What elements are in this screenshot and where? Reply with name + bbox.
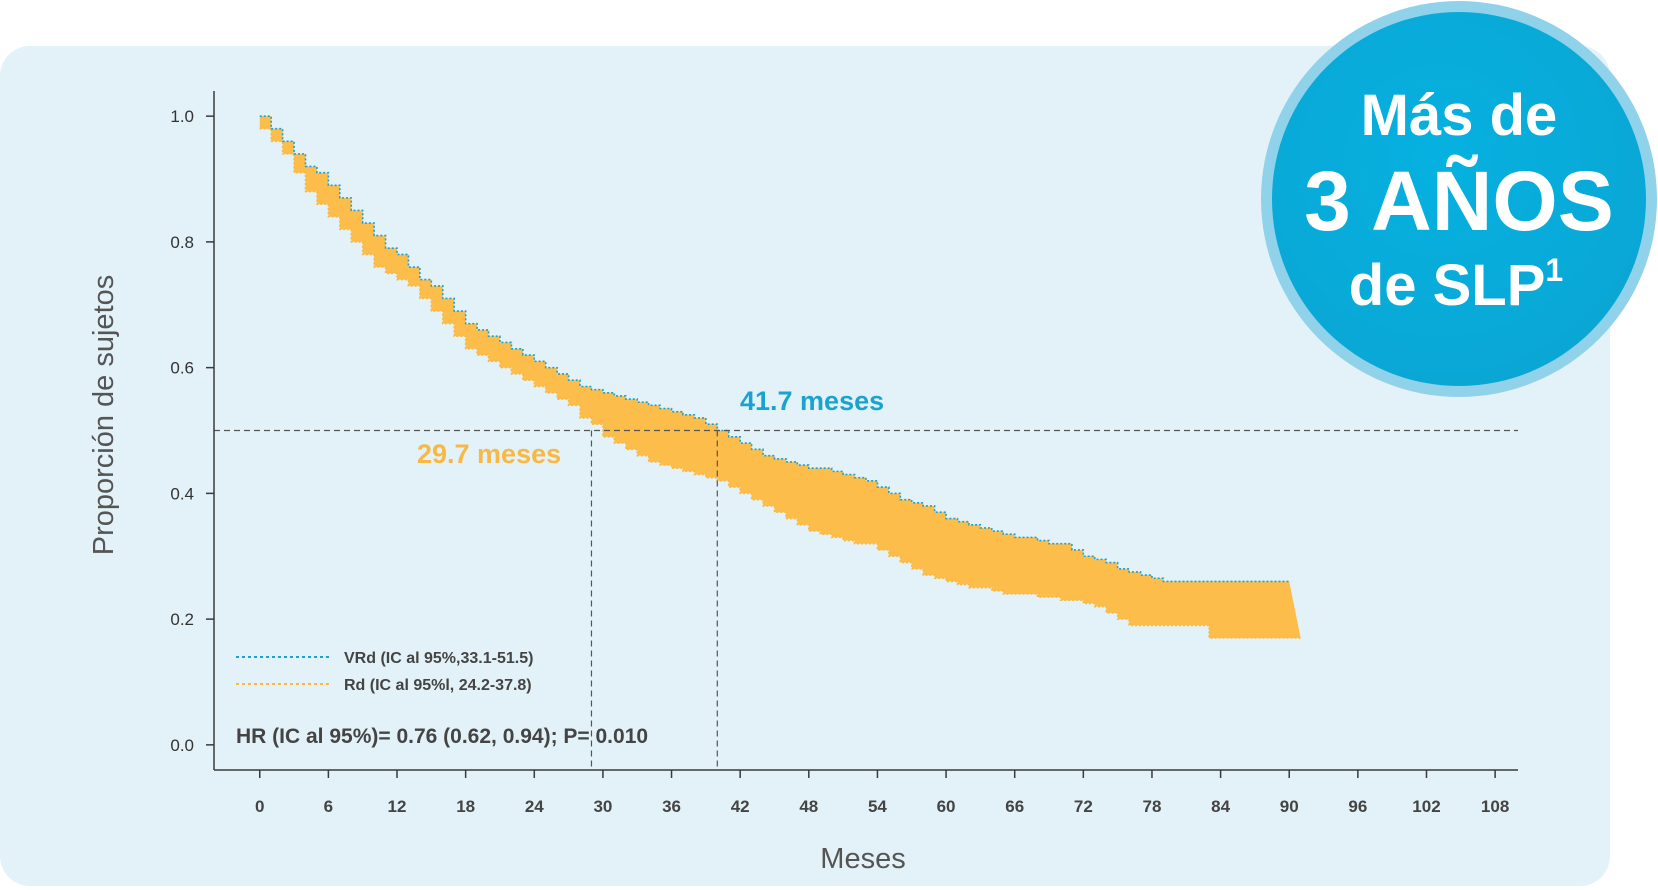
- x-tick-label: 108: [1481, 797, 1509, 816]
- legend: VRd (IC al 95%,33.1-51.5) Rd (IC al 95%l…: [236, 650, 533, 694]
- vrd-survival-curve: [259, 115, 1290, 583]
- x-tick-label: 78: [1143, 797, 1162, 816]
- legend-label-rd: Rd (IC al 95%l, 24.2-37.8): [344, 677, 532, 694]
- x-tick-label: 30: [593, 797, 612, 816]
- x-tick-label: 36: [662, 797, 681, 816]
- x-tick-label: 54: [868, 797, 887, 816]
- x-tick-label: 18: [456, 797, 475, 816]
- x-tick-label: 90: [1280, 797, 1299, 816]
- hazard-ratio-text: HR (IC al 95%)= 0.76 (0.62, 0.94); P= 0.…: [236, 725, 648, 748]
- y-tick-label: 0.2: [170, 610, 194, 629]
- y-axis-ticks: 0.0 0.2 0.4 0.6 0.8 1.0: [170, 107, 214, 755]
- y-tick-label: 0.4: [170, 484, 194, 503]
- x-tick-label: 48: [799, 797, 818, 816]
- pfs-badge: Más de 3 AÑOS de SLP1: [1261, 1, 1657, 397]
- x-tick-label: 60: [937, 797, 956, 816]
- x-tick-label: 84: [1211, 797, 1230, 816]
- x-tick-label: 24: [525, 797, 544, 816]
- x-axis-title: Meses: [820, 843, 905, 875]
- rd-median-label: 29.7 meses: [417, 439, 561, 469]
- x-tick-label: 72: [1074, 797, 1093, 816]
- x-tick-label: 96: [1348, 797, 1367, 816]
- rd-survival-curve: [259, 127, 1301, 639]
- survival-gap-band: [259, 116, 1301, 638]
- x-axis-ticks: 0 6 12 18 24 30 36 42 48 54 60 66 72 78 84 90 96 102 108: [255, 770, 1509, 816]
- x-tick-label: 0: [255, 797, 264, 816]
- x-tick-label: 102: [1412, 797, 1440, 816]
- legend-label-vrd: VRd (IC al 95%,33.1-51.5): [344, 650, 533, 667]
- badge-line-2: 3 AÑOS: [1304, 154, 1614, 248]
- y-tick-label: 0.0: [170, 736, 194, 755]
- y-tick-label: 1.0: [170, 107, 194, 126]
- badge-line-3: de SLP1: [1349, 252, 1563, 318]
- x-tick-label: 6: [324, 797, 333, 816]
- x-tick-label: 12: [388, 797, 407, 816]
- badge-circle: [1272, 12, 1646, 386]
- y-axis-title: Proporción de sujetos: [88, 275, 120, 556]
- vrd-median-label: 41.7 meses: [740, 386, 884, 416]
- y-tick-label: 0.6: [170, 359, 194, 378]
- x-tick-label: 66: [1005, 797, 1024, 816]
- badge-line-1: Más de: [1361, 83, 1558, 148]
- y-tick-label: 0.8: [170, 233, 194, 252]
- x-tick-label: 42: [731, 797, 750, 816]
